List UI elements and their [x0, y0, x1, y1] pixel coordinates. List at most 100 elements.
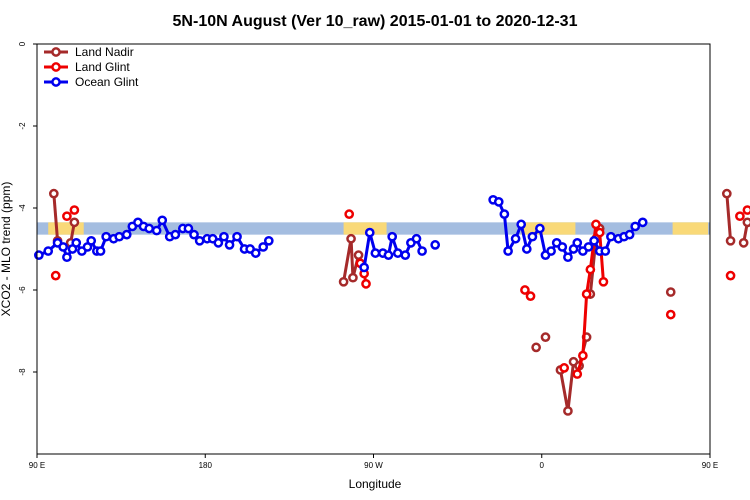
land-nadir-point [346, 233, 356, 244]
land-nadir-point [563, 406, 573, 416]
ocean-glint-point [572, 238, 583, 248]
ocean-glint-point [400, 250, 411, 260]
legend-marker [51, 47, 61, 57]
land-glint-point [572, 369, 583, 379]
ocean-glint-point [151, 225, 162, 236]
legend-label: Land Glint [75, 60, 130, 74]
ocean-glint-point [258, 242, 269, 252]
land-nadir-point [738, 238, 749, 248]
ocean-glint-point [121, 229, 132, 240]
ocean-glint-point [535, 223, 545, 234]
ocean-glint-point [370, 248, 381, 258]
ocean-glint-point [86, 235, 97, 246]
land-glint-point [69, 205, 80, 215]
land-glint-point [598, 276, 609, 287]
ocean-glint-point [563, 252, 573, 263]
x-axis: 90 E 180 90 W 0 90 E [29, 454, 718, 470]
ocean-glint-point [157, 215, 168, 226]
y-tick-label: -2 [18, 122, 27, 130]
legend-entry-land-glint: Land Glint [44, 60, 130, 74]
ocean-glint-point [503, 246, 513, 256]
land-glint-point [559, 363, 570, 373]
land-band [672, 222, 709, 235]
ocean-glint-point [630, 221, 641, 232]
ocean-glint-point [183, 223, 194, 234]
land-glint-point [742, 205, 750, 215]
ocean-glint-point [43, 246, 54, 256]
ocean-glint-point [430, 240, 441, 250]
ocean-glint-point [359, 262, 370, 273]
land-nadir-point [742, 217, 750, 228]
x-tick-label: 90 W [364, 461, 383, 470]
ocean-glint-point [606, 231, 616, 242]
ocean-glint-point [219, 231, 229, 242]
ocean-glint-point [516, 219, 527, 230]
y-tick-label: 0 [18, 41, 27, 46]
land-nadir-line [725, 193, 733, 241]
land-nadir-point [338, 276, 349, 287]
chart-title: 5N-10N August (Ver 10_raw) 2015-01-01 to… [173, 13, 578, 30]
ocean-glint-point [499, 209, 510, 219]
land-nadir-line [342, 237, 361, 283]
ocean-glint-point [589, 235, 599, 246]
ocean-glint-point [417, 246, 427, 256]
ocean-glint-point [194, 235, 205, 246]
ocean-glint-point [34, 250, 44, 260]
land-glint-point [525, 291, 536, 301]
ocean-glint-point [527, 231, 538, 242]
legend-marker [51, 62, 61, 72]
land-glint-point [585, 264, 596, 275]
land-glint-point [62, 211, 72, 222]
x-tick-label: 90 E [702, 461, 718, 470]
x-axis-label: Longitude [349, 477, 402, 491]
ocean-glint-point [213, 238, 224, 248]
land-glint-point [665, 309, 676, 320]
land-glint-point [735, 211, 745, 222]
land-glint-point [50, 270, 61, 281]
x-tick-label: 90 E [29, 461, 45, 470]
ocean-glint-point [114, 231, 125, 242]
ocean-glint-point [637, 217, 648, 228]
legend-entry-land-nadir: Land Nadir [44, 45, 134, 59]
series-layer [34, 188, 750, 416]
land-glint-point [591, 219, 601, 230]
ocean-glint-point [387, 231, 398, 242]
land-nadir-point [665, 287, 676, 297]
ocean-glint-point [411, 233, 422, 244]
legend-marker [51, 77, 61, 87]
land-glint-point [361, 279, 371, 289]
y-axis-label: XCO2 - MLO trend (ppm) [0, 182, 13, 317]
land-band [521, 222, 576, 235]
ocean-glint-point [250, 248, 261, 258]
land-nadir-point [348, 272, 358, 283]
land-band [343, 222, 387, 235]
land-nadir-point [69, 217, 80, 228]
land-nadir-point [540, 332, 551, 342]
land-nadir-point [721, 188, 732, 199]
ocean-glint-point [170, 229, 181, 240]
ocean-glint-point [58, 242, 69, 252]
series-land-glint [50, 205, 750, 379]
land-nadir-point [531, 342, 541, 353]
ocean-glint-point [95, 246, 106, 256]
land-glint-point [581, 289, 592, 299]
ocean-glint-point [232, 231, 242, 242]
ocean-glint-point [510, 233, 521, 244]
land-nadir-line [52, 193, 60, 241]
ocean-glint-point [546, 246, 556, 256]
ocean-glint-point [263, 235, 274, 246]
land-nadir-point [353, 250, 364, 260]
ocean-glint-point [383, 250, 394, 260]
ocean-glint-point [101, 231, 112, 242]
y-tick-label: -6 [18, 286, 27, 294]
legend-label: Land Nadir [75, 45, 134, 59]
series-ocean-glint [34, 194, 648, 273]
ocean-glint-point [224, 240, 235, 250]
ocean-glint-point [600, 246, 611, 256]
ocean-glint-point [71, 238, 82, 248]
legend-entry-ocean-glint: Ocean Glint [44, 75, 139, 89]
ocean-glint-point [557, 242, 568, 252]
ocean-glint-point [493, 197, 504, 207]
y-axis: 0 -2 -4 -6 -8 [18, 41, 37, 376]
